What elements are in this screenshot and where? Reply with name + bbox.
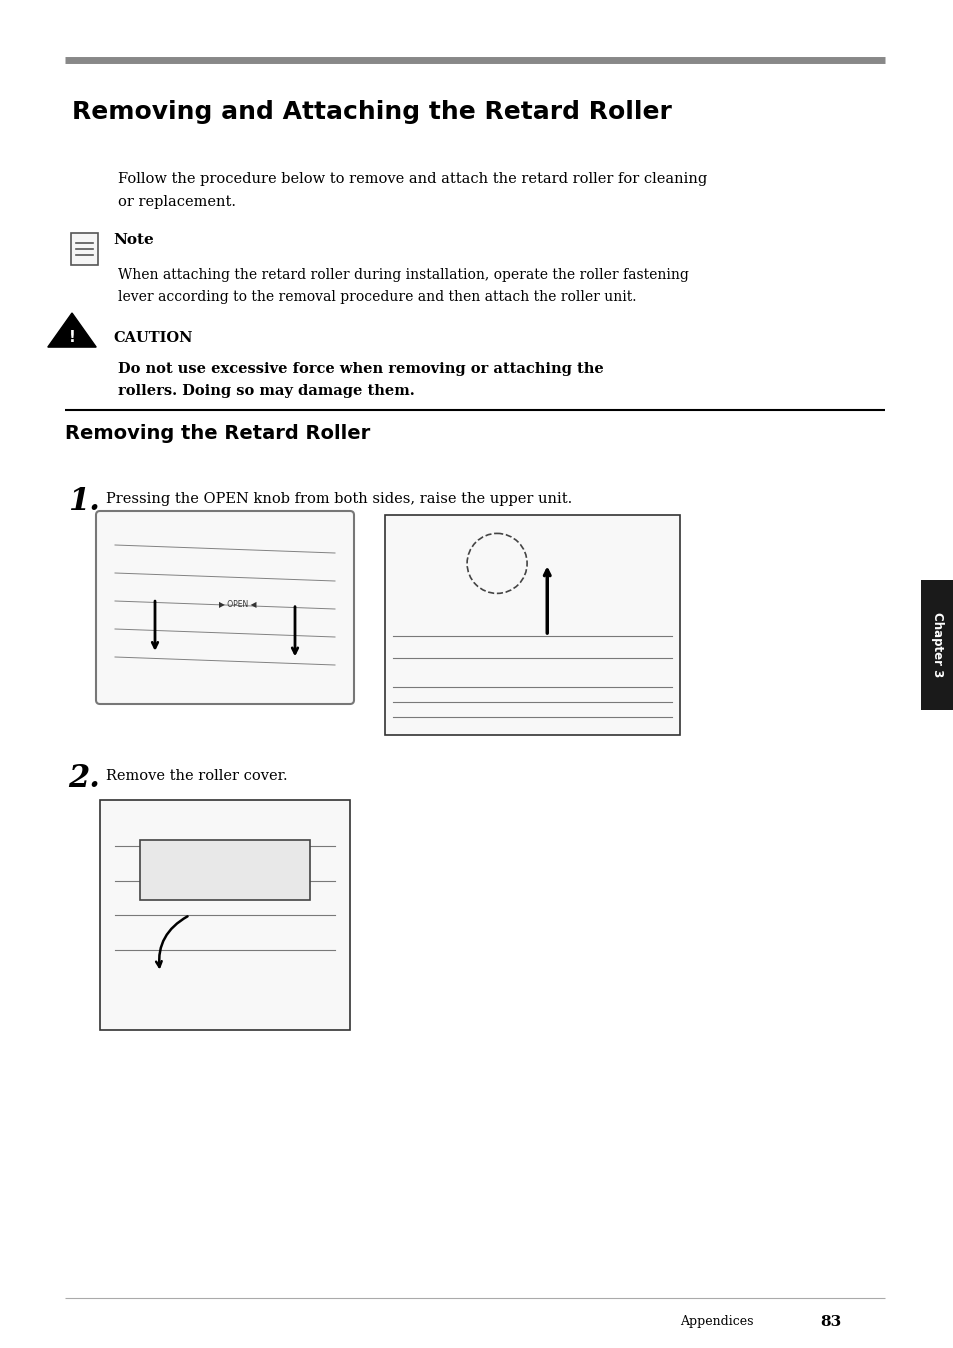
Text: Chapter 3: Chapter 3 (930, 612, 943, 678)
Text: 1.: 1. (68, 487, 100, 518)
Text: Note: Note (112, 233, 153, 247)
Text: Pressing the OPEN knob from both sides, raise the upper unit.: Pressing the OPEN knob from both sides, … (106, 492, 572, 506)
Text: Remove the roller cover.: Remove the roller cover. (106, 768, 287, 783)
Polygon shape (48, 313, 96, 346)
Text: 2.: 2. (68, 763, 100, 794)
Text: ▶ OPEN ◀: ▶ OPEN ◀ (218, 600, 256, 608)
Text: Appendices: Appendices (679, 1316, 753, 1328)
Bar (385, 515, 679, 735)
Bar (920, 580, 953, 710)
FancyBboxPatch shape (96, 511, 354, 704)
Text: Removing the Retard Roller: Removing the Retard Roller (65, 425, 370, 443)
Bar (140, 840, 310, 900)
Text: Removing and Attaching the Retard Roller: Removing and Attaching the Retard Roller (71, 100, 671, 124)
Bar (100, 799, 350, 1030)
Text: When attaching the retard roller during installation, operate the roller fasteni: When attaching the retard roller during … (118, 268, 688, 303)
Text: !: ! (69, 330, 75, 345)
Text: Follow the procedure below to remove and attach the retard roller for cleaning
o: Follow the procedure below to remove and… (118, 173, 706, 209)
Text: Do not use excessive force when removing or attaching the
rollers. Doing so may : Do not use excessive force when removing… (118, 363, 603, 398)
FancyBboxPatch shape (71, 233, 98, 266)
Text: CAUTION: CAUTION (112, 332, 193, 345)
Text: 83: 83 (820, 1316, 841, 1329)
